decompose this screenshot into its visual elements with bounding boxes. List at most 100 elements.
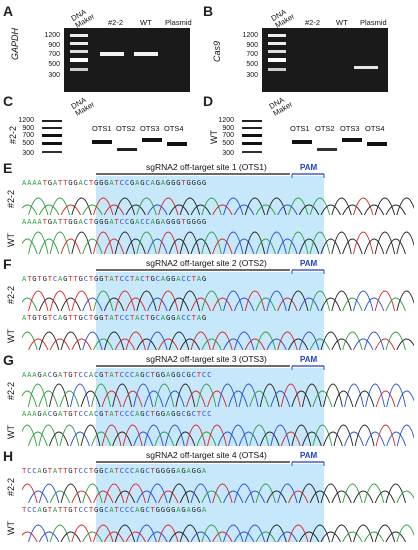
- peak-T: [207, 424, 227, 446]
- peak-C: [266, 231, 287, 254]
- peak-C: [28, 490, 49, 503]
- peak-T: [71, 338, 92, 350]
- peak-C: [233, 331, 255, 350]
- lane-label: WT: [336, 18, 348, 27]
- base-sequence: AAAATGATTGGACTGGGATCCGAGCAGAGGGTGGGG: [22, 178, 208, 187]
- peak-T: [375, 390, 396, 407]
- peak-G: [114, 490, 136, 503]
- gel-image-a: [64, 28, 190, 92]
- peak-C: [363, 297, 385, 311]
- peak-T: [103, 531, 125, 542]
- peak-A: [38, 204, 60, 215]
- peak-G: [309, 490, 331, 503]
- peak-G: [374, 524, 396, 542]
- peak-G: [354, 424, 375, 446]
- peak-C: [344, 383, 364, 407]
- peak-G: [190, 204, 211, 215]
- lane-label: OTS4: [164, 124, 184, 133]
- peak-G: [114, 197, 136, 215]
- peak-G: [291, 424, 312, 446]
- peak-T: [60, 238, 81, 254]
- peak-A: [27, 383, 48, 407]
- peak-G: [48, 383, 69, 407]
- peak-C: [82, 297, 103, 311]
- off-target-title: sgRNA2 off-target site 1 (OTS1): [146, 162, 267, 172]
- peak-C: [365, 431, 386, 446]
- base-sequence: TCCAGTATTGTCCTGGCATCCCAGCTGGGGAGAGGA: [22, 466, 208, 475]
- peak-A: [255, 531, 276, 542]
- peak-T: [190, 297, 211, 311]
- sample-label: #2-2: [6, 381, 16, 400]
- sgrna-bracket: [96, 269, 325, 274]
- peak-G: [331, 197, 352, 215]
- chromatogram-trace: [22, 290, 414, 311]
- peak-A: [91, 431, 111, 446]
- peak-T: [212, 204, 233, 215]
- sample-label: #2-2: [6, 477, 16, 496]
- peak-T: [158, 290, 179, 311]
- peak-C: [244, 524, 266, 542]
- peak-C: [38, 531, 60, 542]
- peak-A: [59, 390, 80, 407]
- peak-A: [82, 483, 103, 503]
- panel-label-h: H: [3, 448, 14, 464]
- peak-G: [60, 297, 81, 311]
- peak-A: [342, 531, 363, 542]
- peak-G: [112, 383, 133, 407]
- peak-A: [255, 238, 276, 254]
- peak-G: [179, 338, 201, 350]
- peak-C: [277, 531, 298, 542]
- peak-G: [179, 197, 201, 215]
- lane-label: OTS2: [315, 124, 335, 133]
- peak-A: [38, 238, 60, 254]
- peak-G: [190, 238, 211, 254]
- peak-C: [147, 331, 168, 350]
- peak-A: [201, 290, 222, 311]
- peak-A: [255, 297, 276, 311]
- sgrna-bracket: [96, 365, 325, 370]
- sgrna-bracket: [96, 173, 325, 178]
- peak-A: [49, 490, 71, 503]
- peak-A: [249, 390, 270, 407]
- peak-T: [374, 338, 396, 350]
- chromatogram-trace: [22, 524, 414, 542]
- peak-C: [238, 431, 259, 446]
- peak-A: [59, 424, 80, 446]
- peak-G: [342, 238, 363, 254]
- peak-A: [288, 231, 309, 254]
- peak-C: [233, 483, 255, 503]
- peak-A: [309, 338, 331, 350]
- peak-G: [179, 231, 201, 254]
- peak-C: [266, 290, 287, 311]
- gel-bands-a: [70, 34, 158, 71]
- peak-C: [228, 424, 249, 446]
- peak-C: [298, 331, 320, 350]
- peak-G: [298, 483, 320, 503]
- peak-T: [190, 331, 211, 350]
- peak-G: [342, 204, 363, 215]
- panel-label-f: F: [3, 256, 12, 272]
- peak-T: [125, 331, 146, 350]
- peak-G: [385, 204, 406, 215]
- peak-T: [125, 483, 146, 503]
- peak-T: [158, 338, 179, 350]
- peak-G: [80, 390, 101, 407]
- peak-C: [277, 204, 298, 215]
- peak-T: [374, 290, 396, 311]
- peak-C: [386, 431, 407, 446]
- peak-G: [259, 383, 280, 407]
- lane-label: Plasmid: [165, 18, 192, 27]
- peak-C: [353, 338, 374, 350]
- peak-G: [114, 231, 136, 254]
- chromatogram-trace: [22, 231, 414, 254]
- peak-G: [374, 197, 396, 215]
- peak-T: [212, 238, 233, 254]
- peak-C: [277, 238, 298, 254]
- peak-G: [244, 231, 266, 254]
- peak-T: [186, 390, 206, 407]
- peak-G: [354, 390, 375, 407]
- peak-C: [190, 531, 211, 542]
- gel-image-b: [262, 28, 388, 92]
